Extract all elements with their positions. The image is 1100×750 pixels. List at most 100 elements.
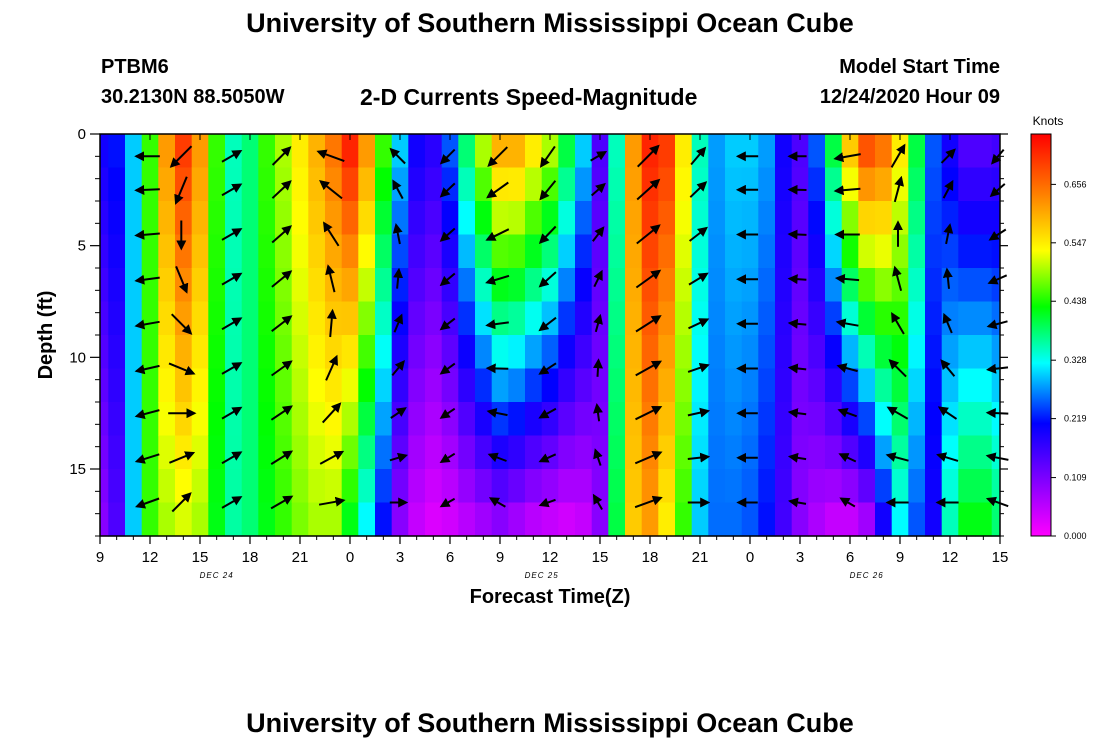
heatmap-cell xyxy=(258,201,276,236)
heatmap-cell xyxy=(658,201,676,236)
heatmap-cell xyxy=(591,502,609,537)
current-vector-arrow xyxy=(321,402,342,424)
current-vector-arrow xyxy=(888,358,907,378)
heatmap-cell xyxy=(658,335,676,370)
footer-title: University of Southern Mississippi Ocean… xyxy=(246,708,854,738)
current-vector-arrow xyxy=(169,145,193,168)
heatmap-cell xyxy=(425,234,443,269)
y-tick-label: 5 xyxy=(78,238,86,255)
heatmap-cell xyxy=(691,435,709,470)
heatmap-cell xyxy=(525,234,543,269)
heatmap-cell xyxy=(575,234,593,269)
heatmap-cell xyxy=(525,435,543,470)
heatmap-cell xyxy=(391,435,409,470)
heatmap-cell xyxy=(558,435,576,470)
heatmap-cell xyxy=(408,268,426,303)
heatmap-cell xyxy=(991,402,1000,437)
heatmap-cell xyxy=(125,368,143,403)
heatmap-cell xyxy=(441,201,459,236)
heatmap-cell xyxy=(775,368,793,403)
heatmap-cell xyxy=(775,502,793,537)
heatmap-cell xyxy=(291,167,309,202)
current-vector-arrow xyxy=(485,363,509,374)
current-vector-arrow xyxy=(389,147,406,165)
current-vector-arrow xyxy=(592,226,605,242)
current-vector-arrow xyxy=(593,403,603,422)
heatmap-cell xyxy=(258,335,276,370)
heatmap-cell xyxy=(458,402,476,437)
current-vector-arrow xyxy=(833,185,861,196)
current-vector-arrow xyxy=(439,317,456,331)
heatmap-cell xyxy=(841,201,859,236)
heatmap-cell xyxy=(891,234,909,269)
heatmap-cell xyxy=(208,268,226,303)
heatmap-cell xyxy=(191,268,209,303)
heatmap-cell xyxy=(775,167,793,202)
heatmap-cell xyxy=(808,167,826,202)
heatmap-cell xyxy=(841,301,859,336)
heatmap-cell xyxy=(475,335,493,370)
heatmap-cell xyxy=(108,368,126,403)
heatmap-cell xyxy=(191,335,209,370)
current-vector-arrow xyxy=(690,146,707,166)
heatmap-cell xyxy=(725,368,743,403)
heatmap-cell xyxy=(191,134,209,169)
heatmap-cell xyxy=(441,469,459,504)
heatmap-cell xyxy=(241,402,259,437)
heatmap-cell xyxy=(208,335,226,370)
colorbar-tick-label: 0.547 xyxy=(1064,238,1087,248)
heatmap-cell xyxy=(975,335,993,370)
heatmap-cell xyxy=(958,435,976,470)
current-vector-arrow xyxy=(326,308,337,338)
heatmap-cell xyxy=(691,368,709,403)
heatmap-cell xyxy=(158,335,176,370)
current-vector-arrow xyxy=(319,450,345,465)
heatmap-cell xyxy=(558,402,576,437)
heatmap-cell xyxy=(908,301,926,336)
heatmap-cell xyxy=(725,502,743,537)
heatmap-cell xyxy=(841,134,859,169)
heatmap-cell xyxy=(441,502,459,537)
heatmap-cell xyxy=(575,167,593,202)
heatmap-cell xyxy=(675,402,693,437)
heatmap-cell xyxy=(658,167,676,202)
heatmap-cell xyxy=(825,469,843,504)
heatmap-cell xyxy=(558,167,576,202)
heatmap-cell xyxy=(441,301,459,336)
heatmap-cell xyxy=(291,234,309,269)
heatmap-cell xyxy=(658,234,676,269)
heatmap-cell xyxy=(858,435,876,470)
heatmap-cell xyxy=(725,402,743,437)
heatmap-cell xyxy=(158,134,176,169)
heatmap-cell xyxy=(508,134,526,169)
heatmap-cell xyxy=(491,469,509,504)
current-vector-arrow xyxy=(635,406,663,421)
heatmap-cell xyxy=(558,268,576,303)
heatmap-cell xyxy=(791,167,809,202)
heatmap-cell xyxy=(625,368,643,403)
heatmap-cell xyxy=(675,134,693,169)
heatmap-cell xyxy=(391,469,409,504)
heatmap-cell xyxy=(691,167,709,202)
heatmap-cell xyxy=(491,268,509,303)
current-vector-arrow xyxy=(439,227,456,242)
heatmap-cell xyxy=(358,167,376,202)
heatmap-cell xyxy=(958,134,976,169)
heatmap-cell xyxy=(308,469,326,504)
heatmap-cell xyxy=(975,234,993,269)
heatmap-cell xyxy=(725,469,743,504)
heatmap-cell xyxy=(591,368,609,403)
heatmap-cell xyxy=(891,502,909,537)
heatmap-cell xyxy=(825,335,843,370)
current-vector-arrow xyxy=(538,407,557,419)
heatmap-cell xyxy=(625,134,643,169)
heatmap-cell xyxy=(341,435,359,470)
heatmap-cell xyxy=(208,435,226,470)
heatmap-cell xyxy=(358,368,376,403)
heatmap-cell xyxy=(825,502,843,537)
heatmap-cell xyxy=(808,368,826,403)
heatmap-cell xyxy=(858,268,876,303)
heatmap-cell xyxy=(525,268,543,303)
current-vector-arrow xyxy=(687,362,710,373)
heatmap-cell xyxy=(625,234,643,269)
